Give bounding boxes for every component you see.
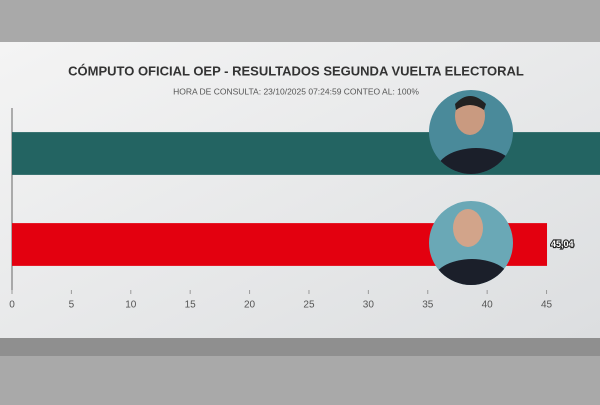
chart-subtitle: HORA DE CONSULTA: 23/10/2025 07:24:59 CO… [173, 86, 419, 96]
x-tick-label: 35 [422, 300, 434, 311]
chart-panel [0, 42, 600, 338]
candidate-photo [429, 201, 513, 285]
x-tick-label: 10 [125, 300, 137, 311]
x-tick-label: 15 [185, 300, 197, 311]
x-tick-label: 5 [69, 300, 75, 311]
x-tick-label: 40 [482, 300, 494, 311]
x-tick-label: 0 [9, 300, 15, 311]
value-labels: 45,04 [550, 238, 575, 250]
x-tick-label: 25 [303, 300, 315, 311]
candidate-photo [429, 90, 513, 174]
bottom-band [0, 338, 600, 356]
x-tick-label: 20 [244, 300, 256, 311]
x-tick-label: 30 [363, 300, 375, 311]
chart-title: CÓMPUTO OFICIAL OEP - RESULTADOS SEGUNDA… [68, 63, 524, 78]
x-tick-label: 45 [541, 300, 553, 311]
value-label: 45,04 [551, 239, 574, 249]
